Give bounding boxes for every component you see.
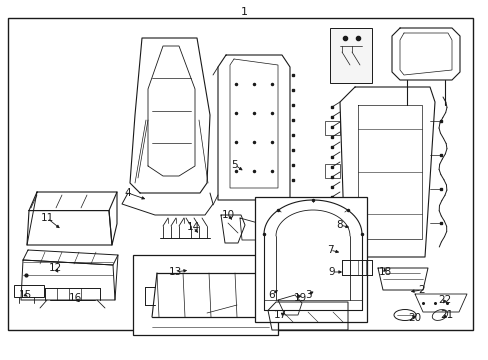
Text: 1: 1: [240, 7, 247, 17]
Text: 10: 10: [221, 210, 234, 220]
Text: 18: 18: [378, 267, 391, 277]
Text: 4: 4: [124, 188, 131, 198]
Bar: [133, 255, 278, 335]
Text: 11: 11: [41, 213, 54, 223]
Text: 16: 16: [68, 293, 81, 303]
Text: 17: 17: [273, 310, 286, 320]
Text: 19: 19: [293, 293, 306, 303]
Bar: [325, 164, 339, 178]
Bar: [254, 197, 366, 322]
Bar: [8, 18, 472, 330]
Bar: [14, 285, 44, 297]
Bar: [329, 28, 371, 83]
Text: 8: 8: [336, 220, 343, 230]
Bar: [301, 308, 325, 316]
Text: 6: 6: [268, 290, 275, 300]
Text: 9: 9: [328, 267, 335, 277]
Text: 12: 12: [48, 263, 61, 273]
Text: 14: 14: [186, 222, 199, 232]
Text: 2: 2: [418, 285, 425, 295]
Text: 13: 13: [168, 267, 181, 277]
Bar: [303, 255, 323, 285]
Text: 15: 15: [19, 290, 32, 300]
Text: 3: 3: [304, 290, 311, 300]
Text: 5: 5: [231, 160, 238, 170]
Bar: [325, 121, 339, 135]
Text: 22: 22: [437, 295, 451, 305]
Text: 20: 20: [407, 313, 421, 323]
Text: 7: 7: [326, 245, 333, 255]
Text: 21: 21: [440, 310, 453, 320]
